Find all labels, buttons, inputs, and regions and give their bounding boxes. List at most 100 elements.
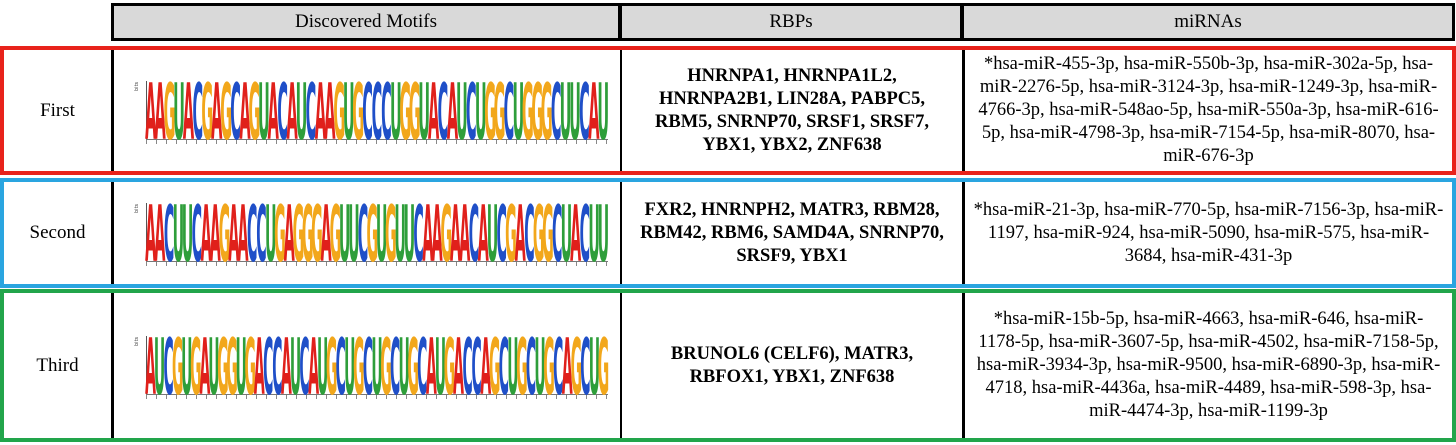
logo-letter-A: A xyxy=(453,334,464,398)
logo-letter-G: G xyxy=(333,79,345,143)
logo-letter-U: U xyxy=(208,334,219,398)
logo-letter-C: C xyxy=(504,79,515,143)
logo-baseline xyxy=(146,261,608,262)
logo-ticks xyxy=(146,139,608,144)
logo-letter-C: C xyxy=(552,201,562,265)
logo-letter-C: C xyxy=(462,334,472,398)
logo-letter-U: U xyxy=(296,79,308,143)
logo-letter-A: A xyxy=(145,201,156,265)
logo-letter-U: U xyxy=(371,334,382,398)
logo-letter-U: U xyxy=(235,334,246,398)
logo-letter-A: A xyxy=(478,201,489,265)
logo-letter-A: A xyxy=(238,201,249,265)
logo-baseline xyxy=(146,138,608,140)
logo-letter-U: U xyxy=(475,79,487,143)
logo-letter-G: G xyxy=(522,79,534,143)
mirna-list: *hsa-miR-455-3p, hsa-miR-550b-3p, hsa-mi… xyxy=(978,54,1439,166)
logo-letter-G: G xyxy=(440,201,452,265)
logo-letter-G: G xyxy=(302,201,314,265)
logo-letter-G: G xyxy=(516,334,527,398)
row-label: Second xyxy=(29,222,86,243)
logo-letter-A: A xyxy=(515,201,526,265)
logo-letter-G: G xyxy=(399,79,411,143)
mirna-list: *hsa-miR-21-3p, hsa-miR-770-5p, hsa-miR-… xyxy=(973,199,1444,266)
rbp-list: BRUNOL6 (CELF6), MATR3, RBFOX1, YBX1, ZN… xyxy=(621,293,965,438)
logo-letter-U: U xyxy=(513,79,525,143)
logo-letter-C: C xyxy=(193,79,204,143)
logo-letter-A: A xyxy=(287,79,298,143)
logo-letter-G: G xyxy=(494,79,506,143)
logo-letter-G: G xyxy=(326,334,337,398)
logo-letter-U: U xyxy=(588,201,600,265)
header-discovered-motifs: Discovered Motifs xyxy=(111,3,621,41)
logo-letter-A: A xyxy=(281,334,292,398)
logo-letters: AACUUCAAGAACCUGAGGGAGUUCGUGUUCAAGAACAUCG… xyxy=(145,201,610,265)
logo-letter-G: G xyxy=(385,201,397,265)
logo-letter-G: G xyxy=(293,201,305,265)
rbp-list: HNRNPA1, HNRNPA1L2, HNRNPA2B1, LIN28A, P… xyxy=(621,50,965,171)
logo-letter-G: G xyxy=(248,79,260,143)
rbp-list: FXR2, HNRNPH2, MATR3, RBM28, RBM42, RBM6… xyxy=(621,182,965,284)
logo-letter-U: U xyxy=(456,79,468,143)
logo-letter-U: U xyxy=(344,334,355,398)
logo-letter-G: G xyxy=(201,79,213,143)
logo-letter-G: G xyxy=(164,79,176,143)
logo-letter-C: C xyxy=(358,201,368,265)
logo-baseline xyxy=(146,393,608,395)
logo-letter-U: U xyxy=(265,201,277,265)
logo-letter-C: C xyxy=(362,79,373,143)
logo-y-axis xyxy=(136,80,147,139)
logo-letter-C: C xyxy=(230,79,241,143)
row-label: Third xyxy=(36,354,79,376)
logo-letter-G: G xyxy=(353,334,364,398)
logo-letter-U: U xyxy=(376,201,388,265)
logo-letter-G: G xyxy=(531,79,543,143)
logo-letter-G: G xyxy=(311,201,323,265)
logo-letter-C: C xyxy=(551,79,562,143)
logo-letter-C: C xyxy=(299,334,309,398)
logo-letter-C: C xyxy=(256,201,266,265)
logo-letter-A: A xyxy=(199,334,210,398)
logo-letter-C: C xyxy=(363,334,373,398)
logo-letter-A: A xyxy=(268,79,279,143)
logo-letter-A: A xyxy=(422,201,433,265)
logo-letter-C: C xyxy=(381,79,392,143)
logo-letter-U: U xyxy=(597,79,609,143)
logo-letter-U: U xyxy=(173,79,185,143)
logo-letter-G: G xyxy=(367,201,379,265)
logo-letter-C: C xyxy=(247,201,257,265)
logo-letter-C: C xyxy=(272,334,282,398)
logo-letter-A: A xyxy=(254,334,265,398)
logo-letter-C: C xyxy=(413,201,423,265)
logo-letter-G: G xyxy=(380,334,391,398)
logo-letter-G: G xyxy=(352,79,364,143)
logo-letter-C: C xyxy=(553,334,563,398)
logo-letter-A: A xyxy=(426,334,437,398)
logo-letter-G: G xyxy=(598,334,609,398)
logo-letter-U: U xyxy=(317,334,328,398)
logo-ticks xyxy=(146,262,608,266)
logo-letter-A: A xyxy=(447,79,458,143)
logo-letter-U: U xyxy=(404,201,416,265)
logo-letter-U: U xyxy=(435,334,446,398)
logo-letter-U: U xyxy=(348,201,360,265)
logo-letter-U: U xyxy=(343,79,355,143)
logo-letter-U: U xyxy=(598,201,610,265)
logo-letter-C: C xyxy=(524,201,534,265)
logo-letter-C: C xyxy=(469,201,479,265)
logo-letter-U: U xyxy=(569,79,581,143)
logo-letter-A: A xyxy=(570,201,581,265)
logo-letter-C: C xyxy=(499,334,509,398)
logo-letter-A: A xyxy=(428,79,439,143)
logo-letter-C: C xyxy=(336,334,346,398)
logo-letter-G: G xyxy=(226,334,237,398)
logo-letter-C: C xyxy=(390,334,400,398)
logo-letter-A: A xyxy=(308,334,319,398)
